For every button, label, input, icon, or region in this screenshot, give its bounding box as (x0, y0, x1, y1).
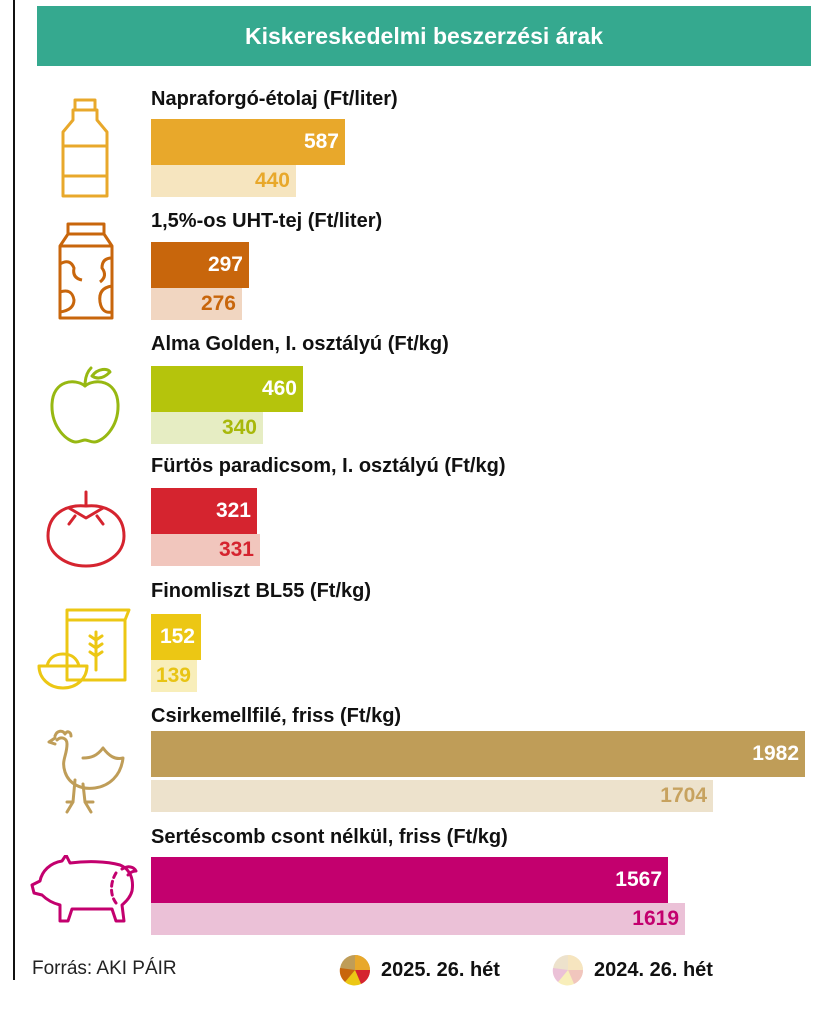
bar-2025: 297 (151, 242, 249, 288)
apple-icon (50, 366, 120, 444)
value-label-2025: 297 (207, 253, 243, 276)
value-label-2024: 1704 (660, 784, 707, 807)
item-title: Csirkemellfilé, friss (Ft/kg) (151, 705, 402, 727)
bar-2025: 321 (151, 488, 257, 534)
value-label-2025: 321 (215, 499, 251, 522)
bar-2024: 1619 (151, 903, 685, 935)
bar-2024: 440 (151, 165, 296, 197)
item-title: Sertéscomb csont nélkül, friss (Ft/kg) (151, 826, 508, 848)
value-label-2025: 1982 (752, 742, 799, 765)
chart-title: Kiskereskedelmi beszerzési árak (37, 6, 811, 66)
bar-2024: 276 (151, 288, 242, 320)
value-label-2024: 139 (155, 664, 191, 687)
pig-icon (30, 855, 138, 923)
value-label-2024: 1619 (632, 907, 679, 930)
source-note: Forrás: AKI PÁIR (32, 958, 177, 979)
bar-2025: 1567 (151, 857, 668, 903)
item-title: Finomliszt BL55 (Ft/kg) (151, 580, 371, 602)
chicken-icon (47, 729, 125, 814)
legend-item-2025: 2025. 26. hét (337, 954, 500, 986)
tomato-icon (46, 490, 126, 568)
item-title: Alma Golden, I. osztályú (Ft/kg) (151, 333, 449, 355)
item-title: 1,5%-os UHT-tej (Ft/liter) (151, 210, 383, 232)
bar-2024: 340 (151, 412, 263, 444)
legend-swatch-2024-icon (552, 955, 584, 986)
left-border-line (13, 0, 15, 980)
bar-2024: 139 (151, 660, 197, 692)
value-label-2025: 587 (303, 130, 339, 153)
bar-2025: 1982 (151, 731, 805, 777)
bar-2024: 1704 (151, 780, 713, 812)
value-label-2024: 340 (221, 416, 257, 439)
legend-label-2024: 2024. 26. hét (594, 958, 713, 981)
flour-sack-icon (37, 608, 131, 690)
item-title: Fürtös paradicsom, I. osztályú (Ft/kg) (151, 455, 506, 477)
oil-bottle-icon (61, 98, 109, 198)
milk-carton-icon (58, 222, 114, 320)
bar-2025: 587 (151, 119, 345, 165)
value-label-2025: 460 (261, 377, 297, 400)
bar-2025: 152 (151, 614, 201, 660)
bar-2024: 331 (151, 534, 260, 566)
value-label-2024: 440 (254, 169, 290, 192)
legend-label-2025: 2025. 26. hét (381, 958, 500, 981)
bar-2025: 460 (151, 366, 303, 412)
legend-swatch-2025-icon (339, 955, 371, 986)
value-label-2024: 331 (218, 538, 254, 561)
value-label-2025: 1567 (615, 868, 662, 891)
item-title: Napraforgó-étolaj (Ft/liter) (151, 88, 398, 110)
legend-item-2024: 2024. 26. hét (550, 954, 713, 986)
value-label-2025: 152 (159, 625, 195, 648)
value-label-2024: 276 (200, 292, 236, 315)
